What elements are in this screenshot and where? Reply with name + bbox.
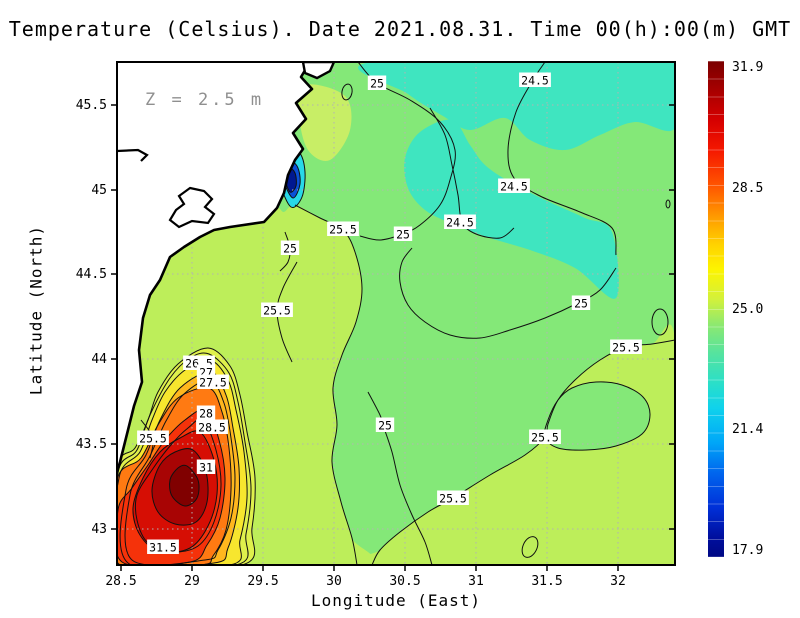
contour-closed-1 (651, 308, 669, 336)
contour-label: 24.5 (521, 74, 549, 88)
contour-label-box (280, 240, 300, 255)
contour-label: 25 (283, 242, 297, 256)
y-tick-label: 45 (91, 183, 107, 198)
x-tick-label: 32 (610, 574, 626, 589)
x-tick-label: 30 (326, 574, 342, 589)
contour-label-box (571, 295, 591, 310)
contour-label: 25 (378, 419, 392, 433)
x-tick-label: 29.5 (247, 574, 278, 589)
contour-label-box (196, 419, 228, 434)
contour-label: 31 (199, 461, 213, 475)
axis-ticks-and-labels: 28.5 29 29.5 30 30.5 31 31.5 32 45.5 45 44.5 44 43.5… (76, 98, 675, 589)
chart-title: Temperature (Celsius). Date 2021.08.31. … (8, 17, 792, 41)
contour-label: 25.5 (612, 341, 640, 355)
contour-label-box (327, 221, 359, 236)
contour-label-box (137, 430, 169, 445)
contour-of-eddy-core (169, 464, 200, 507)
x-tick-label: 28.5 (105, 574, 136, 589)
x-tick-label: 31 (468, 574, 484, 589)
land-mass (117, 62, 312, 472)
colorbar-tick-label: 21.4 (732, 422, 764, 438)
colorbar-tick-label: 25.0 (732, 301, 764, 317)
contour-label-box (519, 72, 551, 87)
region-teal-tongue (404, 119, 619, 299)
danube-spit (301, 62, 336, 80)
contour-c28.5-ring (124, 379, 236, 565)
contour-c24.5-top (507, 62, 617, 256)
region-delta-warm-patch (298, 84, 352, 161)
coastline (117, 62, 314, 473)
contour-of-eddy-31.5 (151, 448, 209, 526)
contour-label-box (444, 214, 476, 229)
contour-label: 28 (199, 407, 213, 421)
contour-label-box (147, 539, 179, 554)
contour-of-eddy-29 (117, 387, 232, 565)
lake-edge (117, 148, 149, 162)
contour-of-eddy-27 (117, 359, 248, 565)
x-axis-title: Longitude (East) (310, 591, 482, 610)
y-tick-label: 43 (91, 522, 107, 537)
x-tick-label: 29 (184, 574, 200, 589)
contour-label: 25.5 (263, 304, 291, 318)
contour-label-box (197, 374, 229, 389)
colorbar-tick-label: 28.5 (732, 180, 764, 196)
contour-label: 27.5 (199, 376, 227, 390)
contour-label-box (393, 226, 413, 241)
contour-label: 25.5 (329, 223, 357, 237)
y-axis-title: Latitude (North) (26, 224, 46, 396)
contour-label: 25 (370, 77, 384, 91)
contour-c25-south (367, 391, 433, 565)
contour-label: 25.5 (439, 492, 467, 506)
contour-c24.5-inner (429, 107, 515, 239)
x-tick-label: 31.5 (531, 574, 562, 589)
contour-label-box (196, 405, 216, 420)
contour-label: 25.5 (531, 431, 559, 445)
y-tick-label: 43.5 (76, 437, 107, 452)
contour-label: 28.5 (198, 421, 226, 435)
colorbar-tick-label: 17.9 (732, 543, 764, 558)
contour-label: 31.5 (149, 541, 177, 555)
contour-of-eddy-26 (117, 347, 256, 565)
plot-frame (116, 61, 676, 566)
contour-closed-2 (521, 536, 539, 558)
region-eddy-core (169, 465, 200, 507)
contour-label: 25 (574, 297, 588, 311)
contour-label: 24.5 (446, 216, 474, 230)
y-tick-label: 44.5 (76, 267, 107, 282)
y-tick-label: 44 (91, 352, 107, 367)
contour-label-box (261, 302, 293, 317)
depth-annotation: Z = 2.5 m (145, 90, 265, 110)
colorbar (708, 61, 724, 557)
contour-label: 24.5 (500, 180, 528, 194)
contour-label-box (529, 429, 561, 444)
contour-c26.5-ring (117, 352, 252, 565)
contour-c25-coast (279, 231, 291, 272)
lagoon-outline (168, 186, 216, 229)
contour-label: 25 (396, 228, 410, 242)
contour-closed-3 (341, 83, 353, 101)
contour-label-box (498, 178, 530, 193)
contour-label-box (367, 75, 387, 90)
region-teal-band-top (358, 62, 675, 151)
contour-label-box (375, 417, 395, 432)
colorbar-steps (708, 61, 724, 557)
contour-label-box (196, 459, 216, 474)
x-tick-label: 30.5 (389, 574, 420, 589)
colorbar-tick-label: 31.9 (732, 60, 764, 75)
y-tick-label: 45.5 (76, 98, 107, 113)
contour-closed-4 (665, 199, 671, 209)
contour-label-box (610, 339, 642, 354)
contour-label: 25.5 (139, 432, 167, 446)
contour-label-box (437, 490, 469, 505)
region-green-hook-pocket (544, 381, 651, 451)
